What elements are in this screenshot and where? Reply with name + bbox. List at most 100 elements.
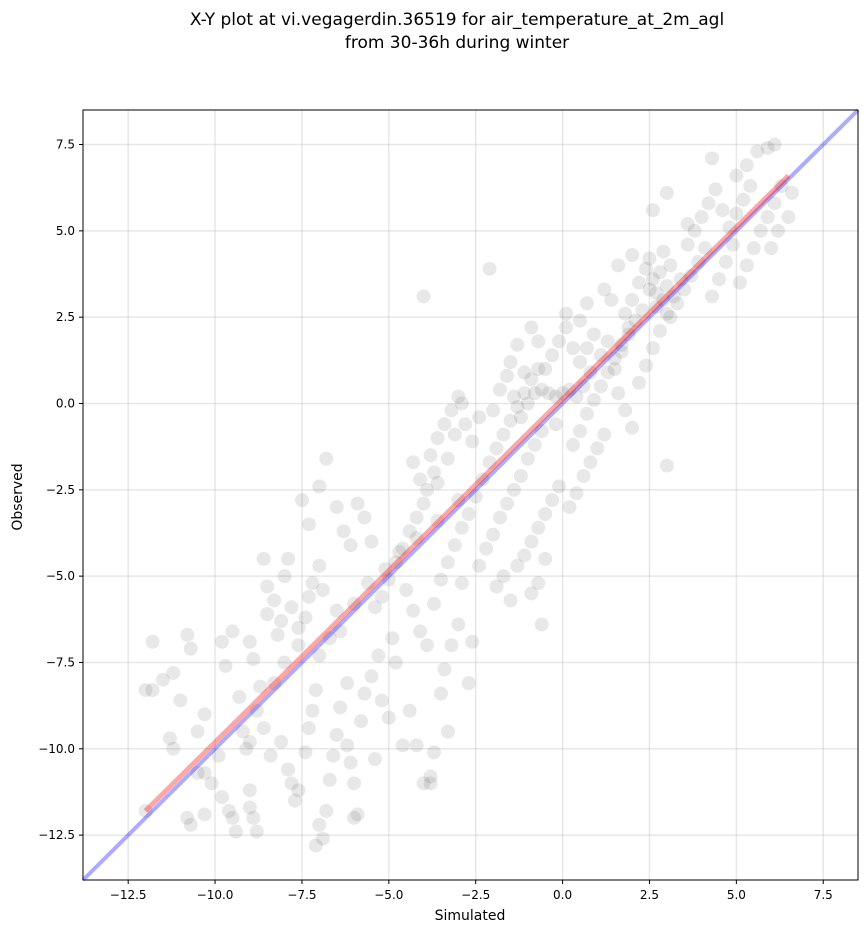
scatter-point (263, 748, 278, 763)
scatter-point (451, 617, 466, 632)
scatter-point (649, 299, 664, 314)
scatter-point (308, 683, 323, 698)
scatter-point (534, 382, 549, 397)
scatter-point (287, 793, 302, 808)
scatter-point (552, 479, 567, 494)
scatter-point (625, 420, 640, 435)
scatter-point (423, 448, 438, 463)
y-tick-label: 0.0 (56, 396, 75, 410)
scatter-point (333, 700, 348, 715)
scatter-point (329, 500, 344, 515)
scatter-point (541, 386, 556, 401)
x-axis-label: Simulated (435, 908, 506, 924)
scatter-point (677, 282, 692, 297)
scatter-point (645, 203, 660, 218)
scatter-point (225, 624, 240, 639)
scatter-point (555, 386, 570, 401)
scatter-point (569, 389, 584, 404)
scatter-point (506, 482, 521, 497)
scatter-point (437, 417, 452, 432)
scatter-point (298, 610, 313, 625)
scatter-point (725, 237, 740, 252)
scatter-point (562, 382, 577, 397)
scatter-point (430, 513, 445, 528)
scatter-point (260, 579, 275, 594)
scatter-point (420, 638, 435, 653)
scatter-point (618, 306, 633, 321)
scatter-point (513, 469, 528, 484)
scatter-point (732, 275, 747, 290)
scatter-point (357, 510, 372, 525)
scatter-point (524, 586, 539, 601)
scatter-point (215, 790, 230, 805)
scatter-point (538, 551, 553, 566)
scatter-point (440, 555, 455, 570)
scatter-point (281, 762, 296, 777)
y-tick-label: −5.0 (46, 569, 75, 583)
scatter-point (517, 548, 532, 563)
scatter-point (524, 320, 539, 335)
y-tick-label: 7.5 (56, 138, 75, 152)
scatter-point (489, 579, 504, 594)
scatter-point (232, 689, 247, 704)
scatter-point (722, 220, 737, 235)
scatter-point (155, 672, 170, 687)
scatter-point (420, 482, 435, 497)
scatter-point (715, 203, 730, 218)
scatter-point (173, 693, 188, 708)
scatter-point (583, 365, 598, 380)
scatter-point (781, 210, 796, 225)
scatter-point (388, 655, 403, 670)
scatter-point (531, 334, 546, 349)
scatter-point (392, 544, 407, 559)
scatter-point (472, 558, 487, 573)
scatter-point (517, 365, 532, 380)
scatter-point (315, 831, 330, 846)
scatter-point (354, 714, 369, 729)
x-tick-label: −12.5 (110, 888, 147, 902)
scatter-point (267, 676, 282, 691)
scatter-point (336, 524, 351, 539)
grid-lines (83, 110, 858, 880)
scatter-point (649, 286, 664, 301)
scatter-point (538, 506, 553, 521)
scatter-point (774, 178, 789, 193)
scatter-point (510, 558, 525, 573)
scatter-point (632, 375, 647, 390)
scatter-point (440, 724, 455, 739)
scatter-point (242, 783, 257, 798)
scatter-point (256, 551, 271, 566)
scatter-point (572, 424, 587, 439)
scatter-point (513, 410, 528, 425)
scatter-point (329, 727, 344, 742)
scatter-point (427, 465, 442, 480)
scatter-point (524, 372, 539, 387)
scatter-point (218, 658, 233, 673)
scatter-point (673, 272, 688, 287)
scatter-point (301, 721, 316, 736)
y-tick-label: −10.0 (38, 742, 75, 756)
scatter-point (642, 251, 657, 266)
regression-fit-line (143, 173, 791, 813)
scatter-point (347, 596, 362, 611)
y-tick-label: −7.5 (46, 655, 75, 669)
scatter-point (138, 683, 153, 698)
scatter-point (708, 182, 723, 197)
scatter-point (312, 817, 327, 832)
scatter-point (312, 479, 327, 494)
scatter-point (402, 703, 417, 718)
scatter-point (416, 496, 431, 511)
y-tick-label: −12.5 (38, 828, 75, 842)
y-axis-label: Observed (10, 463, 26, 530)
scatter-point (576, 469, 591, 484)
x-tick-label: −10.0 (197, 888, 234, 902)
scatter-point (482, 455, 497, 470)
scatter-point (166, 665, 181, 680)
y-tick-label: 2.5 (56, 310, 75, 324)
scatter-point (190, 724, 205, 739)
scatter-point (242, 800, 257, 815)
scatter-point (305, 703, 320, 718)
scatter-point (586, 327, 601, 342)
scatter-point (607, 351, 622, 366)
scatter-point (416, 776, 431, 791)
